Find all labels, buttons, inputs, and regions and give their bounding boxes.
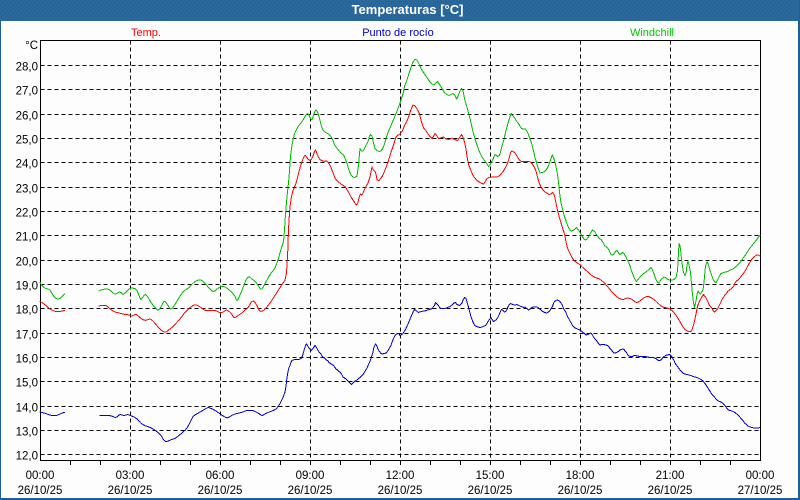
svg-text:14,0: 14,0 — [16, 403, 38, 415]
svg-text:09:00: 09:00 — [296, 470, 325, 482]
svg-text:Punto de rocío: Punto de rocío — [362, 27, 434, 39]
svg-text:06:00: 06:00 — [206, 470, 235, 482]
svg-text:12,0: 12,0 — [16, 451, 38, 463]
svg-text:27,0: 27,0 — [16, 86, 38, 98]
svg-text:26/10/25: 26/10/25 — [468, 485, 513, 497]
svg-text:26/10/25: 26/10/25 — [198, 485, 243, 497]
svg-text:16,0: 16,0 — [16, 354, 38, 366]
svg-text:26,0: 26,0 — [16, 111, 38, 123]
svg-text:15,0: 15,0 — [16, 378, 38, 390]
svg-text:18:00: 18:00 — [566, 470, 595, 482]
svg-text:18,0: 18,0 — [16, 305, 38, 317]
svg-text:°C: °C — [25, 40, 38, 52]
svg-text:24,0: 24,0 — [16, 159, 38, 171]
svg-text:21,0: 21,0 — [16, 232, 38, 244]
svg-text:23,0: 23,0 — [16, 184, 38, 196]
svg-text:26/10/25: 26/10/25 — [108, 485, 153, 497]
svg-text:12:00: 12:00 — [386, 470, 415, 482]
svg-text:22,0: 22,0 — [16, 208, 38, 220]
svg-text:17,0: 17,0 — [16, 330, 38, 342]
svg-text:26/10/25: 26/10/25 — [18, 485, 63, 497]
svg-text:Temp.: Temp. — [131, 27, 161, 39]
svg-text:03:00: 03:00 — [116, 470, 145, 482]
svg-text:27/10/25: 27/10/25 — [738, 485, 783, 497]
svg-text:00:00: 00:00 — [26, 470, 55, 482]
svg-text:26/10/25: 26/10/25 — [378, 485, 423, 497]
svg-text:Windchill: Windchill — [630, 27, 674, 39]
svg-text:20,0: 20,0 — [16, 257, 38, 269]
svg-text:00:00: 00:00 — [746, 470, 775, 482]
svg-text:28,0: 28,0 — [16, 62, 38, 74]
svg-text:25,0: 25,0 — [16, 135, 38, 147]
svg-text:26/10/25: 26/10/25 — [288, 485, 333, 497]
svg-text:26/10/25: 26/10/25 — [558, 485, 603, 497]
svg-text:15:00: 15:00 — [476, 470, 505, 482]
svg-text:13,0: 13,0 — [16, 427, 38, 439]
svg-text:26/10/25: 26/10/25 — [648, 485, 693, 497]
svg-text:19,0: 19,0 — [16, 281, 38, 293]
svg-text:21:00: 21:00 — [656, 470, 685, 482]
